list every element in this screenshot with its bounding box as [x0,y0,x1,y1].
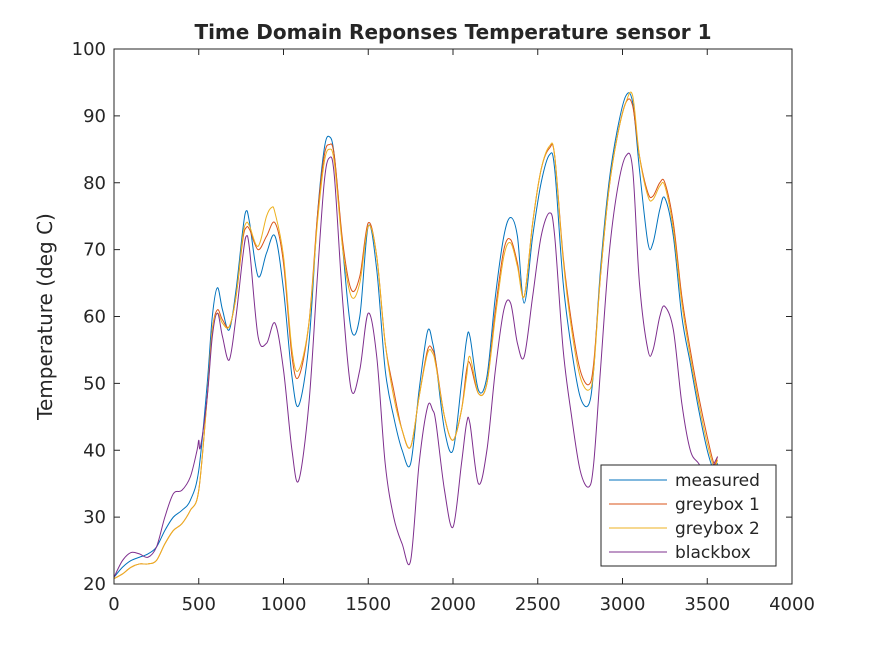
legend-label: measured [675,471,760,491]
series-line-measured [113,92,718,578]
x-tick-label: 3000 [600,594,646,615]
y-tick-label: 50 [83,373,106,394]
legend[interactable]: measured greybox 1 greybox 2 blackbox [600,464,777,567]
x-tick-label: 2500 [515,594,561,615]
x-tick-label: 1500 [345,594,391,615]
series-layer [113,91,718,580]
series-line-blackbox [113,152,718,578]
x-axis: 0 500 1000 1500 2000 2500 3000 3500 4000 [108,49,815,615]
x-tick-label: 0 [108,594,119,615]
legend-label: blackbox [675,543,751,563]
legend-item[interactable]: greybox 1 [609,495,760,515]
y-tick-label: 80 [83,173,106,194]
legend-item[interactable]: greybox 2 [609,519,760,539]
y-tick-label: 20 [83,574,106,595]
y-axis-label: Temperature (deg C) [33,213,57,421]
x-tick-label: 500 [182,594,216,615]
y-tick-label: 30 [83,507,106,528]
legend-item[interactable]: measured [609,471,760,491]
legend-label: greybox 2 [675,519,760,539]
x-tick-label: 1000 [261,594,307,615]
y-tick-label: 40 [83,440,106,461]
x-tick-label: 4000 [769,594,815,615]
y-axis: 20 30 40 50 60 70 80 90 100 [72,39,792,595]
y-tick-label: 90 [83,106,106,127]
series-line-greybox-2 [113,91,718,580]
legend-box [600,464,777,567]
legend-item[interactable]: blackbox [609,543,751,563]
legend-label: greybox 1 [675,495,760,515]
y-tick-label: 100 [72,39,106,60]
y-tick-label: 70 [83,240,106,261]
x-tick-label: 3500 [684,594,730,615]
chart-title: Time Domain Reponses Temperature sensor … [194,20,711,44]
y-tick-label: 60 [83,307,106,328]
x-tick-label: 2000 [430,594,476,615]
